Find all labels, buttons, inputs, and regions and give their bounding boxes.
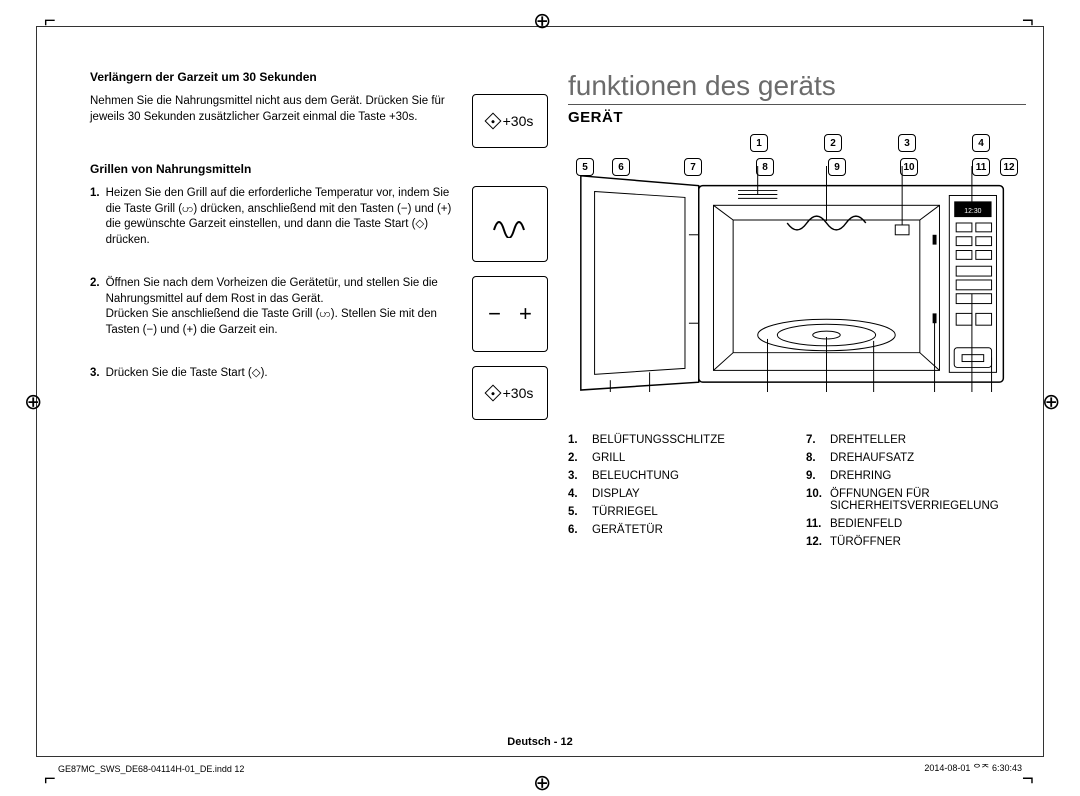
callout-3: 3 [898,134,916,152]
legend-num: 12. [806,536,824,548]
row-step2: 2.Öffnen Sie nach dem Vorheizen die Gerä… [90,276,548,352]
cropmark-icon: ¬ [1022,10,1036,24]
registration-icon: ⊕ [1042,389,1056,403]
legend-text: TÜRÖFFNER [830,536,901,548]
footer-timestamp: 2014-08-01 ᄋᄌ 6:30:43 [924,761,1022,774]
legend-text: TÜRRIEGEL [592,506,658,518]
heading-extend-time: Verlängern der Garzeit um 30 Sekunden [90,70,548,84]
list-number: 2. [90,276,100,338]
plus-icon: + [519,301,532,327]
legend-num: 9. [806,470,824,482]
right-column: funktionen des geräts GERÄT 1 2 3 4 [568,70,1026,728]
cropmark-icon: ⌐ [44,768,58,782]
svg-text:12:30: 12:30 [964,208,981,215]
heading-grill: Grillen von Nahrungsmitteln [90,162,548,176]
list-number: 1. [90,186,100,248]
legend-text: GERÄTETÜR [592,524,663,536]
para-extend: Nehmen Sie die Nahrungsmittel nicht aus … [90,94,460,125]
callouts-top: 1 2 3 4 [568,134,1026,152]
cropmark-icon: ⌐ [44,10,58,24]
row-step3: 3. Drücken Sie die Taste Start (◇). +30s [90,366,548,420]
legend-text: DISPLAY [592,488,640,500]
grill-wave-icon [490,210,530,238]
left-column: Verlängern der Garzeit um 30 Sekunden Ne… [90,70,548,728]
legend-num: 3. [568,470,586,482]
legend-col-1: 1. BELÜFTUNGSSCHLITZE 2. GRILL 3. BELEUCHTU… [568,434,788,554]
footer-page-label: Deutsch - 12 [0,736,1080,748]
diamond-icon [484,385,501,402]
legend-text: BEDIENFELD [830,518,902,530]
cropmark-icon: ¬ [1022,768,1036,782]
icon-plus30s: +30s [472,94,548,148]
page-content: Verlängern der Garzeit um 30 Sekunden Ne… [90,70,1026,728]
step3-text: Drücken Sie die Taste Start (◇). [106,366,268,382]
legend-num: 11. [806,518,824,530]
legend-text: BELÜFTUNGSSCHLITZE [592,434,725,446]
callout-2: 2 [824,134,842,152]
icon-plus30s-b: +30s [472,366,548,420]
diamond-icon [484,113,501,130]
step2-text: Öffnen Sie nach dem Vorheizen die Geräte… [106,276,460,338]
legend-col-2: 7. DREHTELLER 8. DREHAUFSATZ 9. DREHRING 10… [806,434,1026,554]
legend-text: DREHRING [830,470,891,482]
minus-icon: − [488,301,501,327]
icon-minus-plus: − + [472,276,548,352]
legend-num: 7. [806,434,824,446]
legend-text: BELEUCHTUNG [592,470,679,482]
step3-wrap: 3. Drücken Sie die Taste Start (◇). [90,366,460,392]
legend-num: 1. [568,434,586,446]
plus30-label: +30s [503,113,534,129]
microwave-diagram: 12:30 [568,166,1026,392]
legend-num: 4. [568,488,586,500]
legend-text: GRILL [592,452,625,464]
step2-wrap: 2.Öffnen Sie nach dem Vorheizen die Gerä… [90,276,460,348]
legend-text: DREHTELLER [830,434,906,446]
registration-icon: ⊕ [533,8,547,22]
section-title: funktionen des geräts [568,70,1026,105]
footer-filename: GE87MC_SWS_DE68-04114H-01_DE.indd 12 [58,764,244,774]
registration-icon: ⊕ [533,770,547,784]
diagram-wrapper: 1 2 3 4 [568,134,1026,424]
plus30-label-b: +30s [503,385,534,401]
legend-num: 10. [806,488,824,512]
legend-num: 8. [806,452,824,464]
step1-wrap: 1.Heizen Sie den Grill auf die erforderl… [90,186,460,258]
legend-text: ÖFFNUNGEN FÜR SICHERHEITSVERRIEGELUNG [830,488,1026,512]
step1-text: Heizen Sie den Grill auf die erforderlic… [106,186,460,248]
callout-4: 4 [972,134,990,152]
legend-text: DREHAUFSATZ [830,452,914,464]
list-number: 3. [90,366,100,382]
legend-num: 6. [568,524,586,536]
row-extend: Nehmen Sie die Nahrungsmittel nicht aus … [90,94,548,148]
callout-1: 1 [750,134,768,152]
section-subheader: GERÄT [568,109,1026,126]
icon-grill [472,186,548,262]
legend-num: 2. [568,452,586,464]
legend-num: 5. [568,506,586,518]
registration-icon: ⊕ [24,389,38,403]
legend: 1. BELÜFTUNGSSCHLITZE 2. GRILL 3. BELEUCHTU… [568,434,1026,554]
row-step1: 1.Heizen Sie den Grill auf die erforderl… [90,186,548,262]
